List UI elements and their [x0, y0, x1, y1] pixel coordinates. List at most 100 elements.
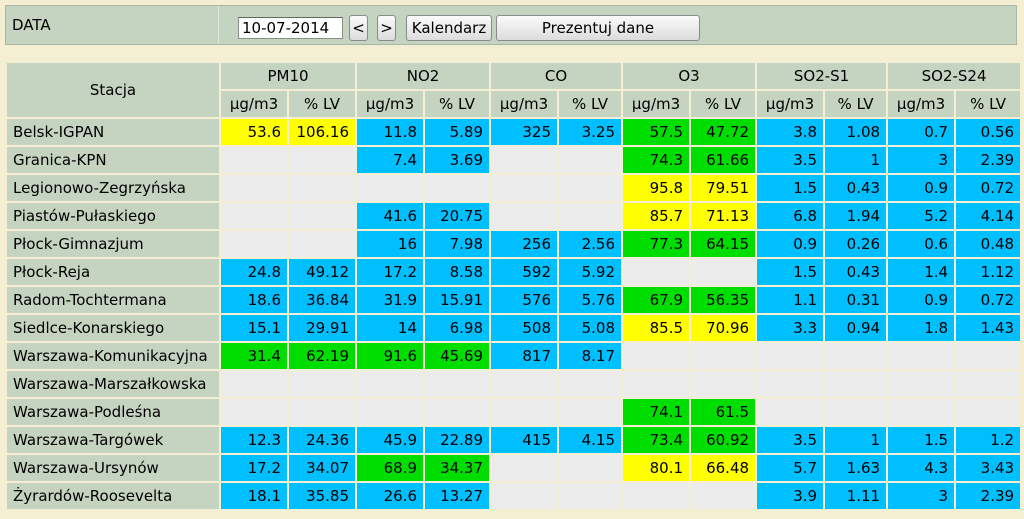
table-row: Warszawa-Komunikacyjna 31.4 62.19 91.6 45.69…: [7, 343, 1021, 369]
limit-percent-cell: 24.36: [289, 427, 356, 453]
concentration-cell: 95.8: [623, 175, 690, 201]
concentration-cell: 74.3: [623, 147, 690, 173]
next-day-button[interactable]: >: [377, 15, 396, 41]
concentration-cell: 3: [888, 483, 955, 509]
concentration-cell: 11.8: [357, 119, 424, 145]
concentration-cell: 0.6: [888, 231, 955, 257]
concentration-cell: 4.3: [888, 455, 955, 481]
limit-percent-cell: [289, 231, 356, 257]
limit-percent-cell: 106.16: [289, 119, 356, 145]
table-row: Płock-Gimnazjum 16 7.98 256 2.56 77.3 64.15 0.9…: [7, 231, 1021, 257]
unit-header: µg/m3: [623, 91, 690, 117]
unit-header: µg/m3: [221, 91, 287, 117]
limit-percent-cell: [289, 147, 356, 173]
limit-value-header: % LV: [691, 91, 756, 117]
limit-percent-cell: 2.39: [956, 483, 1021, 509]
limit-percent-cell: 2.56: [559, 231, 622, 257]
table-row: Warszawa-Targówek 12.3 24.36 45.9 22.89 415 4.…: [7, 427, 1021, 453]
concentration-cell: 0.7: [888, 119, 955, 145]
concentration-cell: 18.1: [221, 483, 287, 509]
limit-percent-cell: 15.91: [425, 287, 490, 313]
station-name-cell: Piastów-Pułaskiego: [7, 203, 219, 229]
station-name-cell: Granica-KPN: [7, 147, 219, 173]
station-name-cell: Płock-Reja: [7, 259, 219, 285]
prev-day-button[interactable]: <: [349, 15, 368, 41]
concentration-cell: [491, 455, 558, 481]
concentration-cell: 3: [888, 147, 955, 173]
limit-percent-cell: 3.43: [956, 455, 1021, 481]
pollutant-header: CO: [491, 63, 622, 89]
concentration-cell: [357, 399, 424, 425]
date-toolbar: DATA < > Kalendarz Prezentuj dane: [5, 5, 1017, 45]
concentration-cell: [623, 483, 690, 509]
limit-value-header: % LV: [956, 91, 1021, 117]
limit-percent-cell: 35.85: [289, 483, 356, 509]
concentration-cell: 17.2: [221, 455, 287, 481]
concentration-cell: 508: [491, 315, 558, 341]
concentration-cell: [491, 147, 558, 173]
limit-percent-cell: 0.94: [825, 315, 887, 341]
limit-value-header: % LV: [825, 91, 887, 117]
limit-percent-cell: [691, 343, 756, 369]
limit-percent-cell: 1.94: [825, 203, 887, 229]
limit-percent-cell: 64.15: [691, 231, 756, 257]
concentration-cell: 24.8: [221, 259, 287, 285]
table-body: Belsk-IGPAN 53.6 106.16 11.8 5.89 325 3.25 57.5…: [7, 119, 1021, 509]
present-data-button[interactable]: Prezentuj dane: [496, 15, 700, 41]
concentration-cell: [888, 343, 955, 369]
limit-percent-cell: 2.39: [956, 147, 1021, 173]
limit-percent-cell: 61.66: [691, 147, 756, 173]
limit-percent-cell: 22.89: [425, 427, 490, 453]
limit-percent-cell: 34.37: [425, 455, 490, 481]
limit-percent-cell: 1.43: [956, 315, 1021, 341]
concentration-cell: 73.4: [623, 427, 690, 453]
station-name-cell: Siedlce-Konarskiego: [7, 315, 219, 341]
limit-value-header: % LV: [289, 91, 356, 117]
limit-percent-cell: 13.27: [425, 483, 490, 509]
concentration-cell: 325: [491, 119, 558, 145]
concentration-cell: [221, 399, 287, 425]
table-row: Siedlce-Konarskiego 15.1 29.91 14 6.98 508 5.0…: [7, 315, 1021, 341]
limit-percent-cell: 70.96: [691, 315, 756, 341]
concentration-cell: 5.2: [888, 203, 955, 229]
concentration-cell: 0.9: [757, 231, 824, 257]
concentration-cell: 1.8: [888, 315, 955, 341]
concentration-cell: 1.4: [888, 259, 955, 285]
limit-percent-cell: 5.08: [559, 315, 622, 341]
calendar-button[interactable]: Kalendarz: [406, 15, 492, 41]
limit-percent-cell: 0.56: [956, 119, 1021, 145]
limit-percent-cell: 29.91: [289, 315, 356, 341]
concentration-cell: [623, 259, 690, 285]
concentration-cell: 1.1: [757, 287, 824, 313]
limit-percent-cell: 3.25: [559, 119, 622, 145]
station-name-cell: Belsk-IGPAN: [7, 119, 219, 145]
pollutant-header: SO2-S24: [888, 63, 1021, 89]
concentration-cell: 53.6: [221, 119, 287, 145]
concentration-cell: 31.9: [357, 287, 424, 313]
limit-percent-cell: [559, 455, 622, 481]
limit-percent-cell: 4.14: [956, 203, 1021, 229]
concentration-cell: 16: [357, 231, 424, 257]
limit-percent-cell: 1.63: [825, 455, 887, 481]
concentration-cell: [491, 175, 558, 201]
table-row: Warszawa-Ursynów 17.2 34.07 68.9 34.37 80.1 66…: [7, 455, 1021, 481]
concentration-cell: 3.5: [757, 147, 824, 173]
limit-percent-cell: [425, 371, 490, 397]
concentration-cell: 14: [357, 315, 424, 341]
concentration-cell: [757, 343, 824, 369]
station-name-cell: Warszawa-Komunikacyjna: [7, 343, 219, 369]
station-name-cell: Warszawa-Targówek: [7, 427, 219, 453]
station-name-cell: Żyrardów-Roosevelta: [7, 483, 219, 509]
table-row: Piastów-Pułaskiego 41.6 20.75 85.7 71.13 6.8 1…: [7, 203, 1021, 229]
limit-percent-cell: 0.26: [825, 231, 887, 257]
concentration-cell: 57.5: [623, 119, 690, 145]
concentration-cell: [491, 203, 558, 229]
limit-percent-cell: [825, 371, 887, 397]
concentration-cell: 0.9: [888, 287, 955, 313]
concentration-cell: [491, 483, 558, 509]
limit-percent-cell: [289, 371, 356, 397]
date-input[interactable]: [238, 17, 343, 39]
limit-percent-cell: [559, 483, 622, 509]
limit-percent-cell: 0.72: [956, 175, 1021, 201]
limit-percent-cell: 61.5: [691, 399, 756, 425]
